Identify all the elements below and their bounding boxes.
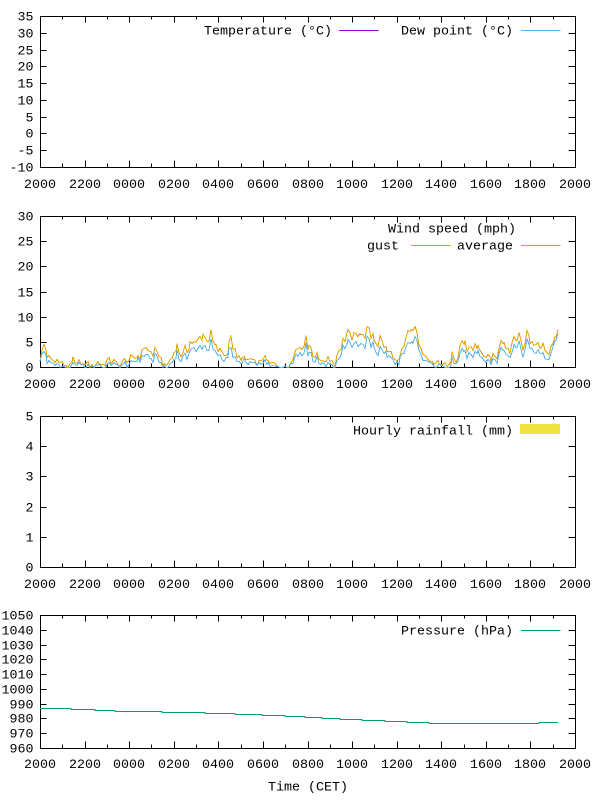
svg-text:1400: 1400: [425, 378, 457, 393]
svg-text:Dew point (°C): Dew point (°C): [401, 25, 513, 40]
svg-text:0: 0: [26, 562, 34, 577]
svg-text:0600: 0600: [247, 178, 279, 193]
svg-text:0200: 0200: [158, 378, 190, 393]
svg-text:0600: 0600: [247, 758, 279, 773]
svg-text:1800: 1800: [514, 578, 546, 593]
svg-text:0800: 0800: [292, 578, 324, 593]
svg-text:Hourly rainfall (mm): Hourly rainfall (mm): [353, 425, 513, 440]
svg-text:0600: 0600: [247, 378, 279, 393]
svg-text:1400: 1400: [425, 758, 457, 773]
svg-text:0400: 0400: [202, 178, 234, 193]
svg-text:35: 35: [18, 11, 34, 26]
svg-text:25: 25: [18, 45, 34, 60]
svg-text:2200: 2200: [69, 178, 101, 193]
svg-text:0800: 0800: [292, 378, 324, 393]
svg-text:1: 1: [26, 532, 34, 547]
svg-text:10: 10: [18, 95, 34, 110]
svg-text:5: 5: [26, 112, 34, 127]
svg-text:1010: 1010: [2, 669, 34, 684]
svg-text:1600: 1600: [470, 758, 502, 773]
svg-text:30: 30: [18, 28, 34, 43]
svg-text:1000: 1000: [336, 378, 368, 393]
svg-text:1000: 1000: [336, 578, 368, 593]
svg-text:2000: 2000: [559, 758, 591, 773]
svg-text:1200: 1200: [381, 758, 413, 773]
svg-text:1800: 1800: [514, 758, 546, 773]
svg-text:1800: 1800: [514, 378, 546, 393]
svg-text:0000: 0000: [113, 378, 145, 393]
svg-text:20: 20: [18, 61, 34, 76]
svg-text:2200: 2200: [69, 758, 101, 773]
svg-text:4: 4: [26, 441, 34, 456]
svg-text:1600: 1600: [470, 378, 502, 393]
svg-text:1200: 1200: [381, 578, 413, 593]
svg-text:2000: 2000: [24, 578, 56, 593]
svg-text:960: 960: [10, 743, 34, 758]
svg-text:970: 970: [10, 728, 34, 743]
svg-text:1800: 1800: [514, 178, 546, 193]
svg-text:2: 2: [26, 502, 34, 517]
svg-text:2000: 2000: [24, 378, 56, 393]
svg-text:1000: 1000: [336, 758, 368, 773]
svg-text:1000: 1000: [2, 684, 34, 699]
svg-text:30: 30: [18, 211, 34, 226]
svg-text:Temperature (°C): Temperature (°C): [204, 25, 332, 40]
svg-text:2000: 2000: [24, 758, 56, 773]
svg-text:1200: 1200: [381, 178, 413, 193]
svg-text:1050: 1050: [2, 610, 34, 625]
svg-text:25: 25: [18, 236, 34, 251]
svg-text:1020: 1020: [2, 654, 34, 669]
svg-text:2000: 2000: [559, 178, 591, 193]
svg-text:-5: -5: [18, 145, 34, 160]
svg-text:0200: 0200: [158, 758, 190, 773]
svg-text:0200: 0200: [158, 578, 190, 593]
svg-text:2200: 2200: [69, 378, 101, 393]
svg-text:1600: 1600: [470, 178, 502, 193]
svg-text:1600: 1600: [470, 578, 502, 593]
svg-text:1040: 1040: [2, 625, 34, 640]
svg-text:15: 15: [18, 287, 34, 302]
svg-text:980: 980: [10, 713, 34, 728]
svg-text:0400: 0400: [202, 578, 234, 593]
svg-text:2000: 2000: [559, 578, 591, 593]
svg-text:2000: 2000: [24, 178, 56, 193]
svg-text:0000: 0000: [113, 758, 145, 773]
svg-text:1200: 1200: [381, 378, 413, 393]
svg-text:20: 20: [18, 261, 34, 276]
svg-text:0000: 0000: [113, 578, 145, 593]
svg-text:Time (CET): Time (CET): [268, 781, 348, 796]
svg-text:average: average: [457, 240, 513, 255]
svg-text:0: 0: [26, 362, 34, 377]
svg-text:0600: 0600: [247, 578, 279, 593]
svg-text:3: 3: [26, 471, 34, 486]
svg-text:1400: 1400: [425, 178, 457, 193]
svg-text:5: 5: [26, 337, 34, 352]
svg-text:Pressure (hPa): Pressure (hPa): [401, 625, 513, 640]
svg-text:1030: 1030: [2, 640, 34, 655]
svg-text:2200: 2200: [69, 578, 101, 593]
svg-text:gust: gust: [367, 240, 399, 255]
svg-text:5: 5: [26, 411, 34, 426]
svg-text:0200: 0200: [158, 178, 190, 193]
svg-text:0: 0: [26, 128, 34, 143]
svg-text:0400: 0400: [202, 378, 234, 393]
svg-text:-10: -10: [10, 162, 34, 177]
svg-text:15: 15: [18, 78, 34, 93]
svg-text:2000: 2000: [559, 378, 591, 393]
svg-text:1000: 1000: [336, 178, 368, 193]
svg-text:0800: 0800: [292, 178, 324, 193]
svg-text:0800: 0800: [292, 758, 324, 773]
svg-text:1400: 1400: [425, 578, 457, 593]
svg-text:0000: 0000: [113, 178, 145, 193]
svg-text:0400: 0400: [202, 758, 234, 773]
svg-text:990: 990: [10, 699, 34, 714]
svg-text:10: 10: [18, 312, 34, 327]
svg-text:Wind speed (mph): Wind speed (mph): [388, 222, 516, 237]
